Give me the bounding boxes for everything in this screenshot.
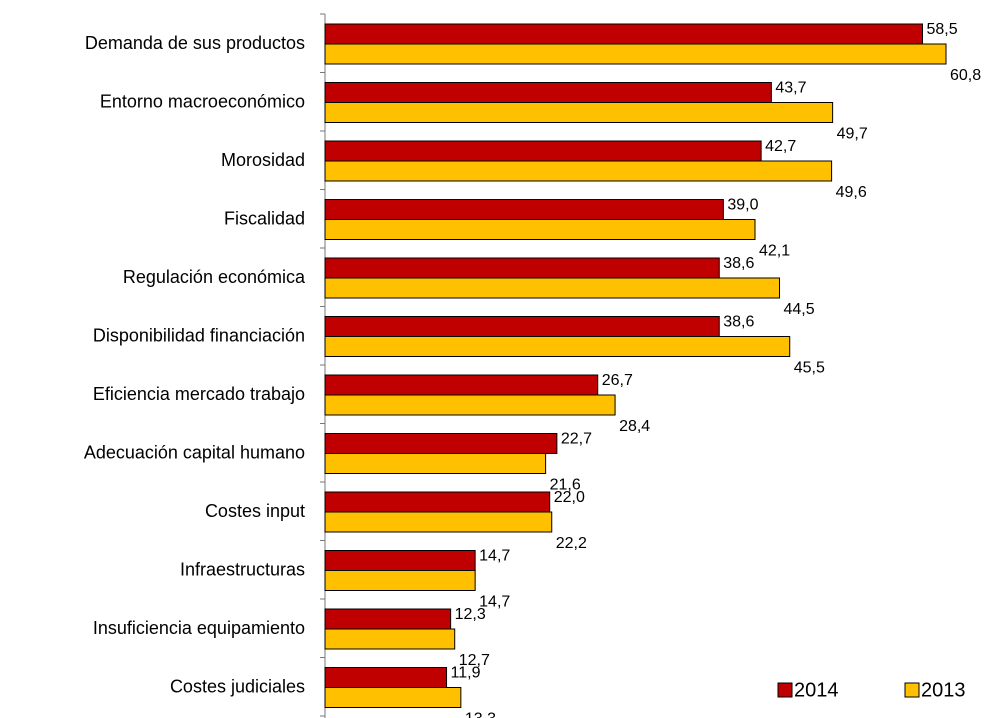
bar <box>324 511 553 533</box>
bar <box>324 316 720 337</box>
category-label: Entorno macroeconómico <box>100 91 305 111</box>
category-label: Regulación económica <box>123 267 306 287</box>
value-label: 38,6 <box>723 314 754 331</box>
value-label: 26,7 <box>602 372 633 389</box>
legend-swatch <box>777 682 793 698</box>
bar <box>324 374 599 396</box>
legend-label: 2014 <box>794 679 839 701</box>
value-label: 12,7 <box>459 652 490 669</box>
value-label: 39,0 <box>727 197 758 214</box>
bar <box>324 160 833 182</box>
value-label: 44,5 <box>784 301 815 318</box>
category-label: Infraestructuras <box>180 559 305 579</box>
bar <box>324 570 476 591</box>
bar <box>324 277 781 299</box>
value-label: 42,7 <box>765 138 796 155</box>
value-label: 21,6 <box>550 477 581 494</box>
value-label: 12,3 <box>455 606 486 623</box>
bar <box>324 628 456 650</box>
bar <box>324 433 558 454</box>
value-label: 28,4 <box>619 418 650 435</box>
bar <box>324 687 462 708</box>
bar <box>324 608 452 630</box>
value-label: 13,3 <box>465 711 496 718</box>
value-label: 22,7 <box>561 431 592 448</box>
value-label: 11,9 <box>451 665 481 682</box>
bar <box>324 394 616 416</box>
bar <box>324 23 924 45</box>
legend-label: 2013 <box>921 679 966 701</box>
category-label: Eficiencia mercado trabajo <box>93 384 305 404</box>
bar <box>324 219 756 240</box>
bar <box>324 550 476 571</box>
category-label: Fiscalidad <box>224 208 305 228</box>
value-label: 60,8 <box>950 67 981 84</box>
value-label: 43,7 <box>775 80 806 97</box>
value-label: 14,7 <box>479 548 510 565</box>
category-label: Disponibilidad financiación <box>93 325 305 345</box>
value-label: 38,6 <box>723 255 754 272</box>
category-label: Morosidad <box>221 150 305 170</box>
bar <box>324 336 791 357</box>
value-label: 58,5 <box>927 21 958 38</box>
bar <box>324 257 720 279</box>
category-label: Costes judiciales <box>170 676 305 696</box>
bar <box>324 667 448 688</box>
value-label: 22,2 <box>556 535 587 552</box>
category-label: Insuficiencia equipamiento <box>93 618 305 638</box>
bar <box>324 102 834 123</box>
value-label: 22,0 <box>554 489 585 506</box>
category-label: Demanda de sus productos <box>85 33 305 53</box>
category-label: Costes input <box>205 501 305 521</box>
bar <box>324 82 772 103</box>
bar <box>324 453 547 474</box>
value-label: 42,1 <box>759 243 790 260</box>
value-label: 49,6 <box>836 184 867 201</box>
bar <box>324 491 551 513</box>
category-label: Adecuación capital humano <box>84 442 305 462</box>
value-label: 14,7 <box>479 594 510 611</box>
bar <box>324 43 947 65</box>
legend-swatch <box>904 682 920 698</box>
value-label: 49,7 <box>837 126 868 143</box>
value-label: 45,5 <box>794 360 825 377</box>
bar <box>324 199 724 220</box>
bar <box>324 140 762 162</box>
